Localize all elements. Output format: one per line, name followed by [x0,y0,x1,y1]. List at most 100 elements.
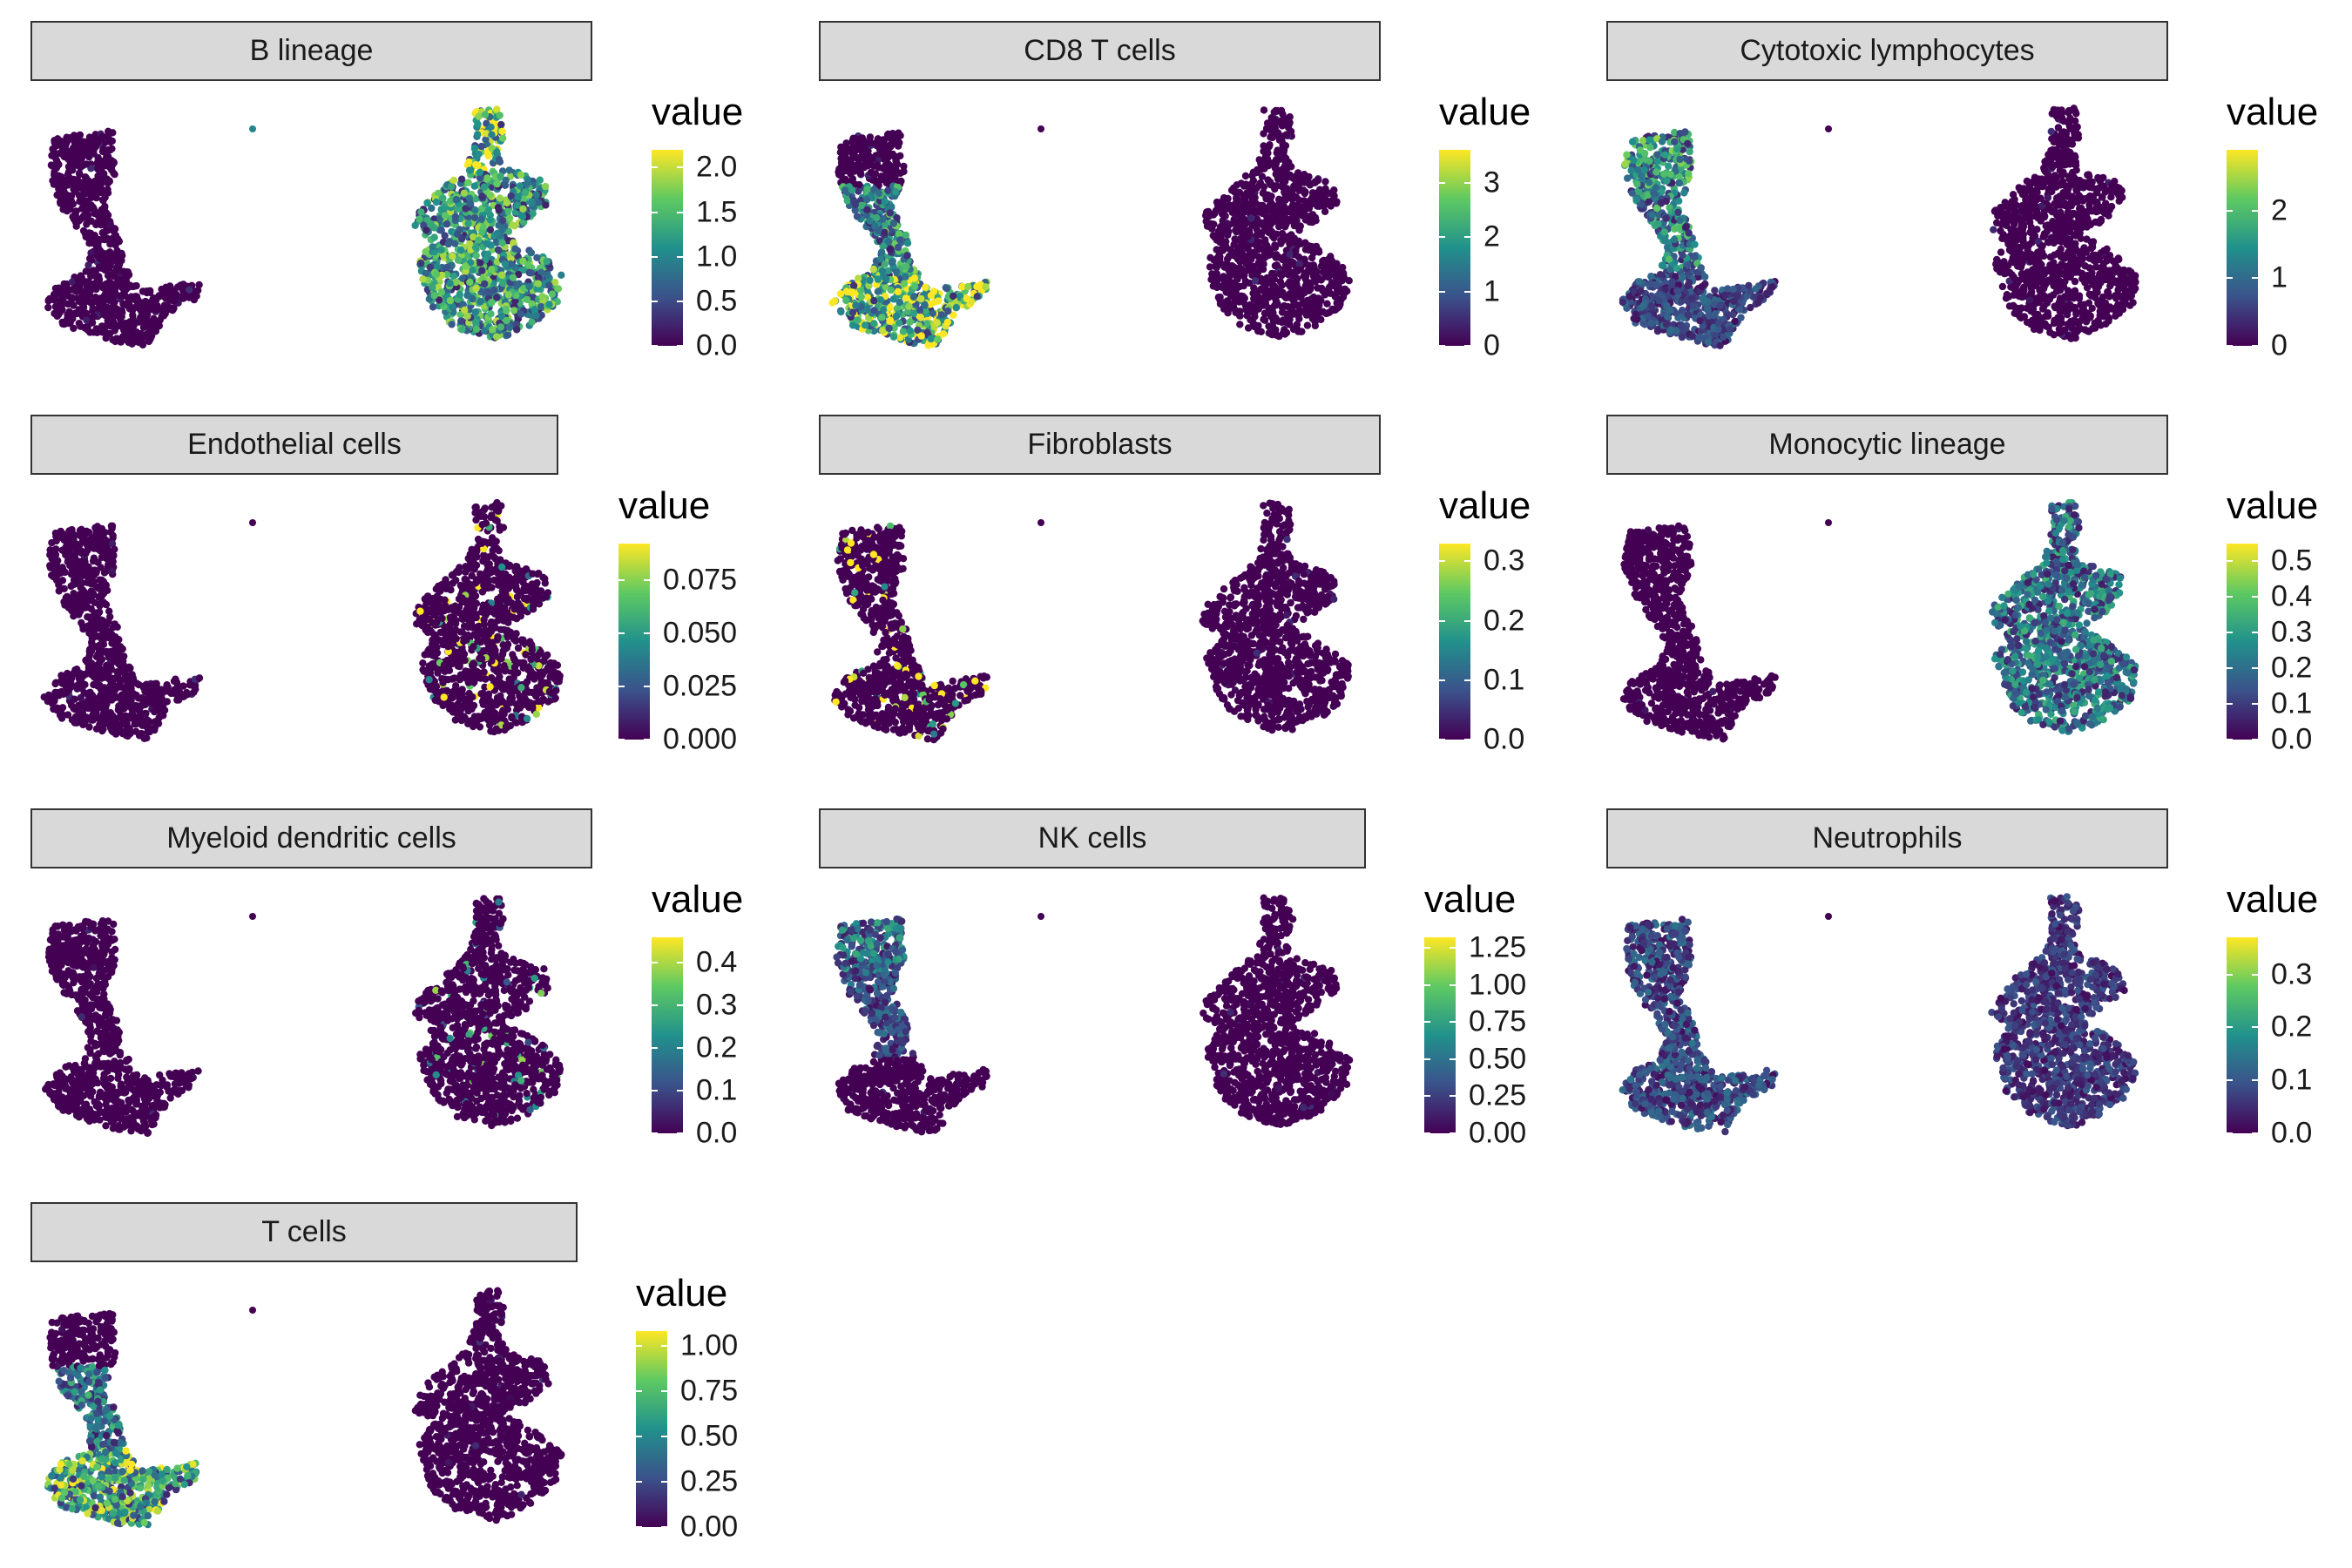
cell-point [1295,260,1303,267]
colorbar-tickmark [1439,181,1445,184]
cell-point [1216,293,1224,301]
cell-point [1297,173,1305,182]
cell-point [1657,199,1666,206]
cell-point [95,181,104,190]
cell-point [478,193,486,200]
cell-point [1633,180,1641,188]
cell-point [125,271,133,279]
cell-point [894,287,902,296]
cell-point [863,196,871,204]
cell-point [504,227,513,235]
legend-title: value [652,91,743,134]
cell-point [1233,228,1240,236]
cell-point [882,151,890,159]
cell-point [1685,229,1693,237]
cell-point [1677,321,1685,330]
cell-point [1231,296,1240,305]
cell-point [417,208,425,216]
cell-point [1680,189,1688,197]
cell-point [1652,184,1659,192]
cell-point [873,139,882,146]
cell-point [944,307,952,315]
cell-point [1317,296,1325,305]
cell-point [79,226,88,235]
cell-point [451,240,459,247]
cell-point [428,204,436,213]
cell-point [1637,287,1645,295]
cell-point [105,314,112,322]
cell-point [1240,225,1247,233]
cell-point [83,316,91,324]
cell-point [510,222,518,230]
cell-point [195,280,203,289]
cell-point [487,123,495,132]
cell-point [1261,236,1269,244]
cell-point [116,255,124,263]
cell-point [1228,208,1236,216]
cell-point [79,204,87,212]
cell-point [1268,321,1276,330]
cell-point [106,221,115,229]
cell-point [842,296,850,305]
cell-point [498,127,506,136]
cell-point [892,267,901,276]
cell-point [1300,300,1308,308]
cell-point [1671,138,1679,145]
cell-point [536,176,544,184]
cell-point [1289,310,1298,318]
cell-point [1673,145,1681,153]
cell-point [905,302,913,310]
cell-point [1645,198,1652,206]
cell-point [1684,311,1692,319]
cell-point [1248,271,1256,280]
cell-point [49,145,57,153]
cell-point [1260,284,1268,293]
cell-point [1264,244,1272,252]
cell-point [1303,244,1312,253]
cell-point [493,148,501,156]
cell-point [548,290,557,298]
cell-point [90,328,98,336]
umap-scatter-plot [44,105,565,349]
cell-point [532,191,540,199]
cell-point [1303,321,1312,329]
cell-point [881,198,889,206]
cell-point [496,112,504,119]
cell-point [1294,196,1303,204]
cell-point [1254,259,1262,267]
cell-point [153,302,161,310]
cell-point [515,280,523,287]
cell-point [1278,318,1286,327]
cell-point [71,284,80,292]
cell-point [1648,211,1657,219]
cell-point [952,304,960,312]
cell-point [483,240,491,247]
colorbar-tickmark [1439,290,1445,293]
cell-point [85,240,93,247]
cell-point [887,245,895,253]
cell-point [416,215,423,223]
cell-point [1298,204,1306,212]
cell-point [411,221,419,229]
cell-point [465,166,474,174]
cell-point [69,314,77,323]
cell-point [848,146,856,154]
cell-point [1275,217,1283,225]
cell-point [1228,287,1237,294]
cell-point [474,120,482,128]
cell-point [841,152,849,159]
cell-point [1250,294,1258,303]
cell-point [1296,293,1304,301]
cell-point [896,236,904,244]
cell-point [190,295,199,304]
cell-point [94,139,102,146]
cell-point [437,226,445,234]
facet-strip: CD8 T cells [819,21,1381,81]
cell-point [864,156,872,164]
cell-point [1673,287,1681,294]
cell-point [884,159,892,167]
cell-point [493,105,501,113]
cell-point [1241,172,1250,180]
cell-point [490,286,498,294]
cell-point [446,280,454,287]
